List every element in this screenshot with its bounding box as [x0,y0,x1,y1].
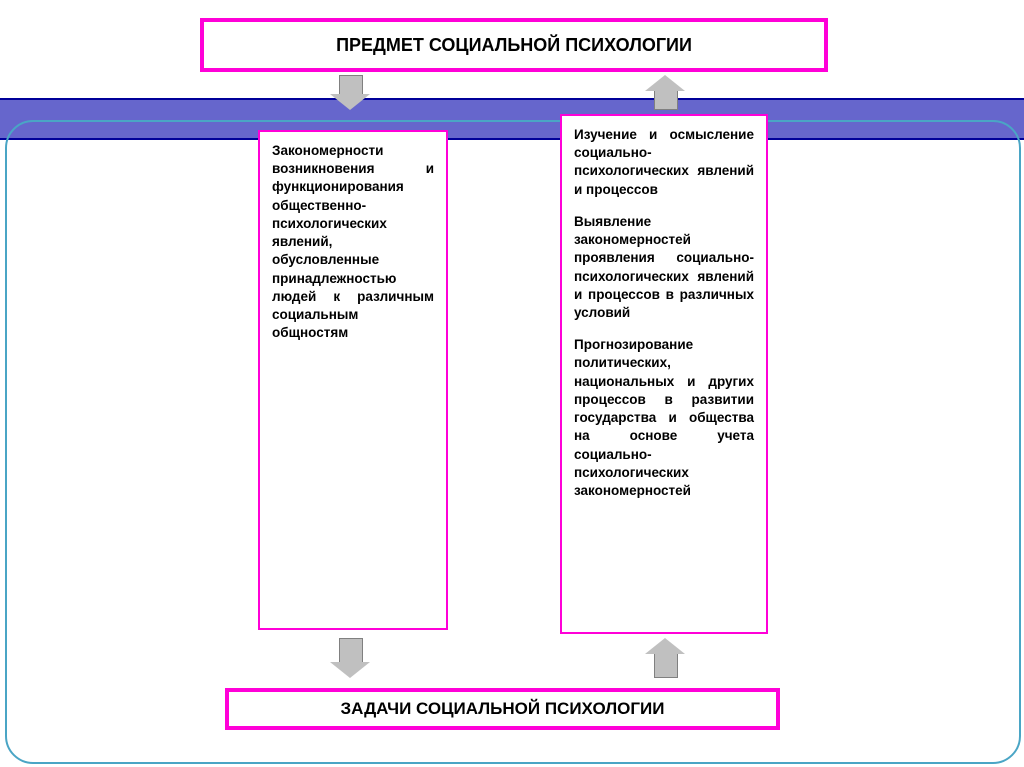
content-paragraph: Прогнозирование политических, национальн… [574,336,754,500]
tasks-title-box: ЗАДАЧИ СОЦИАЛЬНОЙ ПСИХОЛОГИИ [225,688,780,730]
arrow-down-icon [328,75,372,110]
rounded-frame [5,120,1021,764]
arrow-up-icon [643,75,687,110]
content-paragraph: Изучение и осмысление социально-психолог… [574,126,754,199]
right-content-box: Изучение и осмысление социально-психолог… [560,114,768,634]
arrow-up-icon [643,638,687,678]
tasks-title-text: ЗАДАЧИ СОЦИАЛЬНОЙ ПСИХОЛОГИИ [341,699,665,719]
subject-title-text: ПРЕДМЕТ СОЦИАЛЬНОЙ ПСИХОЛОГИИ [336,35,692,56]
arrow-down-icon [328,638,372,678]
content-paragraph: Выявление закономерностей проявления соц… [574,213,754,322]
subject-title-box: ПРЕДМЕТ СОЦИАЛЬНОЙ ПСИХОЛОГИИ [200,18,828,72]
content-paragraph: Закономерности возникновения и функциони… [272,142,434,342]
left-content-box: Закономерности возникновения и функциони… [258,130,448,630]
